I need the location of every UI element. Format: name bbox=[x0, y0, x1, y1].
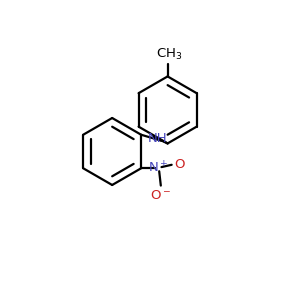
Text: NH: NH bbox=[148, 132, 167, 145]
Text: O: O bbox=[175, 158, 185, 171]
Text: O$^-$: O$^-$ bbox=[150, 189, 171, 202]
Text: N$^+$: N$^+$ bbox=[148, 160, 169, 176]
Text: CH$_3$: CH$_3$ bbox=[155, 47, 182, 62]
